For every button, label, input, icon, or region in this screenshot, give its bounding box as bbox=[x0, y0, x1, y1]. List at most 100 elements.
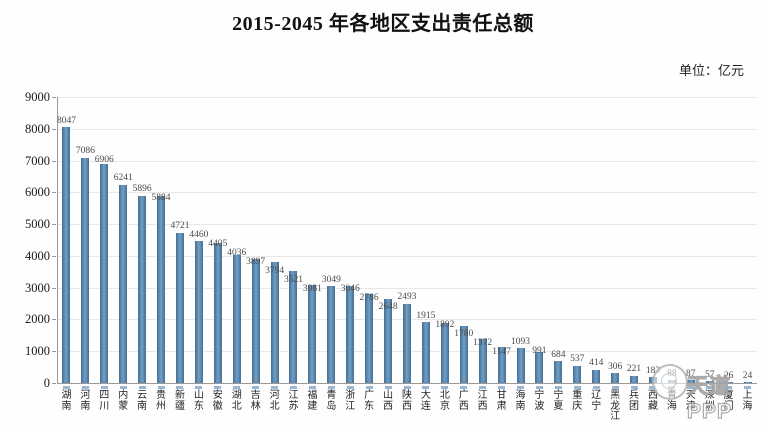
bar-value-label: 87 bbox=[686, 368, 696, 379]
bar bbox=[743, 382, 752, 383]
x-axis-tick-dash bbox=[422, 386, 430, 389]
bar bbox=[478, 339, 487, 383]
x-axis-label: 大 连 bbox=[420, 390, 431, 412]
x-axis-tick-dash bbox=[252, 386, 260, 389]
watermark-text: 天道PPP bbox=[686, 374, 733, 423]
y-axis-tick bbox=[52, 383, 56, 384]
bar-value-label: 1780 bbox=[454, 328, 474, 339]
gridline bbox=[57, 255, 757, 257]
x-axis-tick-dash bbox=[327, 386, 335, 389]
y-axis-tick-label: 3000 bbox=[25, 280, 50, 295]
x-axis-label: 广 东 bbox=[364, 390, 375, 412]
bar bbox=[535, 351, 544, 383]
y-axis-tick-label: 4000 bbox=[25, 248, 50, 263]
x-axis-label: 湖 南 bbox=[61, 390, 72, 412]
bar bbox=[686, 380, 695, 383]
bar-value-label: 3521 bbox=[283, 275, 303, 286]
x-axis-label: 河 北 bbox=[269, 390, 280, 412]
bar-value-label: 5896 bbox=[132, 184, 152, 195]
bar bbox=[611, 373, 620, 383]
x-axis-label: 辽 宁 bbox=[591, 390, 602, 412]
bar-value-label: 26 bbox=[723, 370, 734, 381]
bar-value-label: 3897 bbox=[246, 257, 266, 268]
bar-value-label: 6241 bbox=[113, 173, 133, 184]
x-axis-label: 青 岛 bbox=[326, 390, 337, 412]
y-axis-tick-label: 9000 bbox=[25, 90, 50, 104]
unit-label: 单位：亿元 bbox=[678, 63, 744, 78]
x-axis-label: 新 疆 bbox=[174, 390, 185, 412]
bar-value-label: 8047 bbox=[56, 115, 76, 126]
y-axis-tick-label: 1000 bbox=[25, 344, 50, 359]
bar-value-label: 306 bbox=[607, 361, 623, 372]
bar-value-label: 221 bbox=[626, 364, 642, 375]
bar bbox=[81, 157, 90, 383]
x-axis-tick-dash bbox=[460, 386, 468, 389]
bar bbox=[251, 259, 260, 383]
bar-value-label: 5884 bbox=[151, 193, 171, 204]
bar bbox=[497, 346, 506, 383]
x-axis-label: 甘 肃 bbox=[496, 390, 507, 412]
x-axis-label: 黑 龙 江 bbox=[610, 390, 621, 422]
x-axis-tick-dash bbox=[271, 386, 279, 389]
bar bbox=[289, 271, 298, 383]
bar-value-label: 3081 bbox=[302, 284, 322, 295]
x-axis-tick-dash bbox=[479, 386, 487, 389]
y-axis-tick-label: 2000 bbox=[25, 312, 50, 327]
bar bbox=[100, 163, 109, 383]
x-axis-label: 北 京 bbox=[439, 390, 450, 412]
x-axis-label: 云 南 bbox=[137, 390, 148, 412]
x-axis-label: 四 川 bbox=[99, 390, 110, 412]
x-axis-label: 宁 夏 bbox=[553, 390, 564, 412]
y-axis-tick bbox=[52, 319, 56, 321]
x-axis-label: 浙 江 bbox=[345, 390, 356, 412]
gridline bbox=[57, 192, 757, 194]
gridline bbox=[57, 97, 757, 98]
x-axis-label: 海 南 bbox=[515, 390, 526, 412]
bar-value-label: 6906 bbox=[94, 155, 114, 166]
bar bbox=[630, 375, 639, 383]
bar-value-label: 2648 bbox=[378, 301, 398, 312]
x-axis-tick-dash bbox=[517, 386, 524, 389]
x-axis-label: 湖 北 bbox=[231, 390, 242, 412]
bar bbox=[724, 382, 733, 383]
bar-value-label: 3049 bbox=[321, 274, 341, 285]
bar bbox=[175, 232, 184, 383]
x-axis-label: 江 苏 bbox=[288, 390, 299, 412]
x-axis-label: 安 徽 bbox=[212, 390, 223, 412]
bar bbox=[270, 262, 279, 383]
y-axis-tick bbox=[52, 224, 56, 226]
bar-value-label: 4036 bbox=[227, 248, 247, 259]
x-axis-label: 河 南 bbox=[80, 390, 91, 412]
bar bbox=[138, 195, 147, 383]
x-axis-tick-dash bbox=[706, 386, 714, 389]
x-axis-label: 厦 门 bbox=[723, 390, 734, 412]
chart-title: 2015-2045 年各地区支出责任总额 bbox=[232, 13, 534, 35]
x-axis-tick-dash bbox=[308, 386, 316, 389]
bar bbox=[573, 365, 582, 383]
x-axis-tick-dash bbox=[365, 386, 373, 389]
bar bbox=[232, 254, 241, 383]
bar bbox=[384, 298, 393, 383]
bar-value-label: 2493 bbox=[397, 292, 417, 303]
y-axis-tick-label: 7000 bbox=[25, 153, 50, 168]
gridline bbox=[57, 287, 757, 289]
x-axis-tick-dash bbox=[630, 386, 638, 389]
x-axis-label: 西 藏 bbox=[647, 390, 658, 412]
bar-value-label: 4721 bbox=[170, 221, 190, 232]
bar-value-label: 414 bbox=[589, 358, 604, 369]
x-axis-tick-dash bbox=[687, 386, 695, 389]
x-axis-tick-dash bbox=[289, 386, 297, 389]
x-axis-label: 兵 团 bbox=[629, 390, 640, 412]
x-axis-label: 江 西 bbox=[477, 390, 488, 412]
x-axis-tick-dash bbox=[611, 386, 619, 389]
bar bbox=[213, 243, 222, 383]
x-axis-label: 深 圳 bbox=[704, 390, 715, 412]
x-axis-tick-dash bbox=[535, 386, 543, 389]
bar bbox=[308, 285, 317, 383]
x-axis-tick-dash bbox=[592, 386, 600, 389]
x-axis-tick-dash bbox=[100, 386, 108, 389]
x-axis-tick-dash bbox=[744, 386, 752, 389]
bar bbox=[365, 294, 374, 383]
